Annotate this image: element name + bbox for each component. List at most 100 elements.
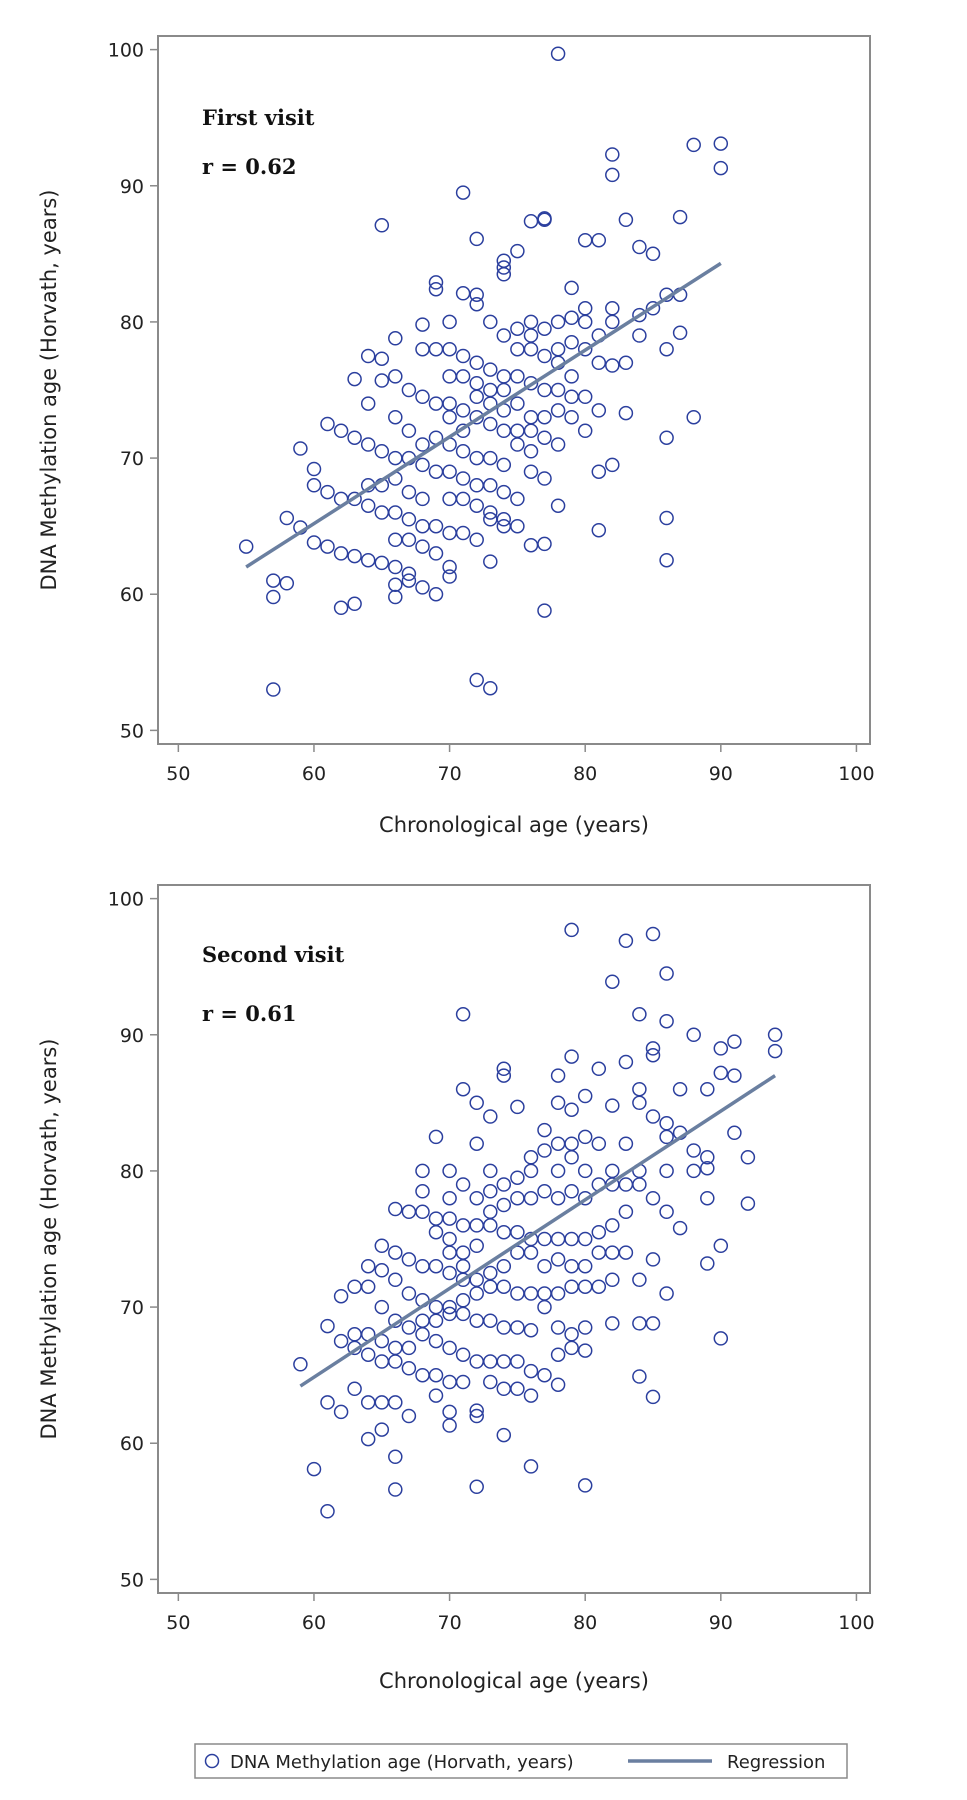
data-point [374, 351, 390, 366]
data-point [523, 1245, 539, 1260]
data-point [293, 1357, 308, 1372]
data-point [564, 1136, 579, 1151]
data-point [360, 1347, 376, 1362]
data-point [632, 1177, 647, 1192]
data-point [469, 672, 484, 688]
data-point [469, 375, 484, 391]
data-point [727, 1068, 742, 1083]
data-point [455, 403, 471, 418]
regression-line [299, 1074, 777, 1388]
plot-frame [157, 884, 871, 1594]
data-point [442, 396, 457, 411]
data-point [388, 1354, 403, 1369]
x-axis-label: Chronological age (years) [379, 1669, 649, 1693]
x-tick-label: 70 [437, 763, 461, 785]
data-point [388, 1482, 403, 1497]
data-point [537, 1143, 552, 1158]
data-point [428, 1367, 444, 1383]
data-point [564, 280, 579, 296]
data-point [469, 1354, 484, 1369]
data-point [537, 348, 552, 364]
data-point [333, 600, 349, 616]
data-point [388, 1201, 403, 1217]
data-point [577, 232, 593, 248]
data-point [360, 348, 376, 364]
data-point [496, 1068, 512, 1083]
data-point [483, 314, 498, 330]
data-point [415, 539, 430, 554]
data-point [537, 382, 552, 398]
data-point [700, 1190, 715, 1206]
data-point [605, 1245, 620, 1260]
data-point [442, 559, 457, 575]
data-point [496, 1279, 512, 1294]
data-point [659, 510, 674, 526]
data-point [483, 1218, 498, 1233]
data-point [618, 212, 634, 228]
data-point [428, 275, 444, 290]
data-point [483, 1265, 498, 1281]
legend-box [194, 1743, 848, 1779]
data-point [401, 423, 417, 439]
data-point [591, 1224, 607, 1240]
data-point [523, 409, 539, 425]
data-point [360, 552, 376, 568]
data-point [618, 1136, 634, 1151]
data-point [496, 1177, 512, 1192]
data-point [483, 1109, 498, 1124]
data-point [347, 596, 362, 612]
data-point [388, 1395, 403, 1410]
data-point [442, 1299, 457, 1315]
data-point [455, 471, 471, 486]
data-point [510, 1320, 525, 1335]
data-point [510, 1354, 525, 1369]
data-point [428, 281, 444, 297]
data-point [550, 1347, 566, 1362]
data-point [428, 464, 444, 479]
data-point [537, 536, 552, 552]
data-point [496, 1224, 512, 1240]
data-point [537, 1184, 552, 1199]
data-point [686, 1163, 701, 1179]
x-tick-label: 80 [573, 763, 597, 785]
data-point [591, 1279, 607, 1294]
data-point [550, 1252, 566, 1267]
data-point [401, 1252, 417, 1267]
data-point [496, 267, 512, 282]
data-point [537, 471, 552, 486]
data-point [672, 1081, 688, 1097]
data-point [577, 1129, 593, 1145]
data-point [659, 1116, 674, 1131]
data-point [483, 554, 498, 569]
data-point [645, 1041, 661, 1056]
data-point [591, 464, 607, 479]
data-point [442, 409, 457, 425]
data-point [537, 1122, 552, 1138]
data-point [659, 1204, 674, 1220]
data-point [632, 1095, 647, 1111]
data-point [496, 369, 512, 384]
data-point [360, 1395, 376, 1410]
data-point [374, 444, 390, 459]
y-tick-label: 80 [120, 312, 144, 334]
data-point [632, 307, 647, 323]
data-point [700, 1256, 715, 1271]
data-point [469, 1218, 484, 1233]
data-point [767, 1027, 783, 1043]
x-tick-label: 100 [838, 1612, 874, 1634]
data-point [347, 548, 362, 564]
data-point [428, 586, 444, 602]
data-point [388, 409, 403, 425]
data-point [442, 525, 457, 541]
data-point [374, 1422, 390, 1437]
data-point [767, 1043, 783, 1059]
data-point [632, 1081, 647, 1097]
data-point [645, 246, 661, 262]
data-point [632, 328, 647, 343]
data-point [455, 491, 471, 507]
data-point [483, 1313, 498, 1328]
y-tick-label: 60 [120, 584, 144, 606]
data-point [605, 147, 620, 162]
legend: DNA Methylation age (Horvath, years) Reg… [194, 1743, 848, 1779]
data-point [415, 518, 430, 534]
